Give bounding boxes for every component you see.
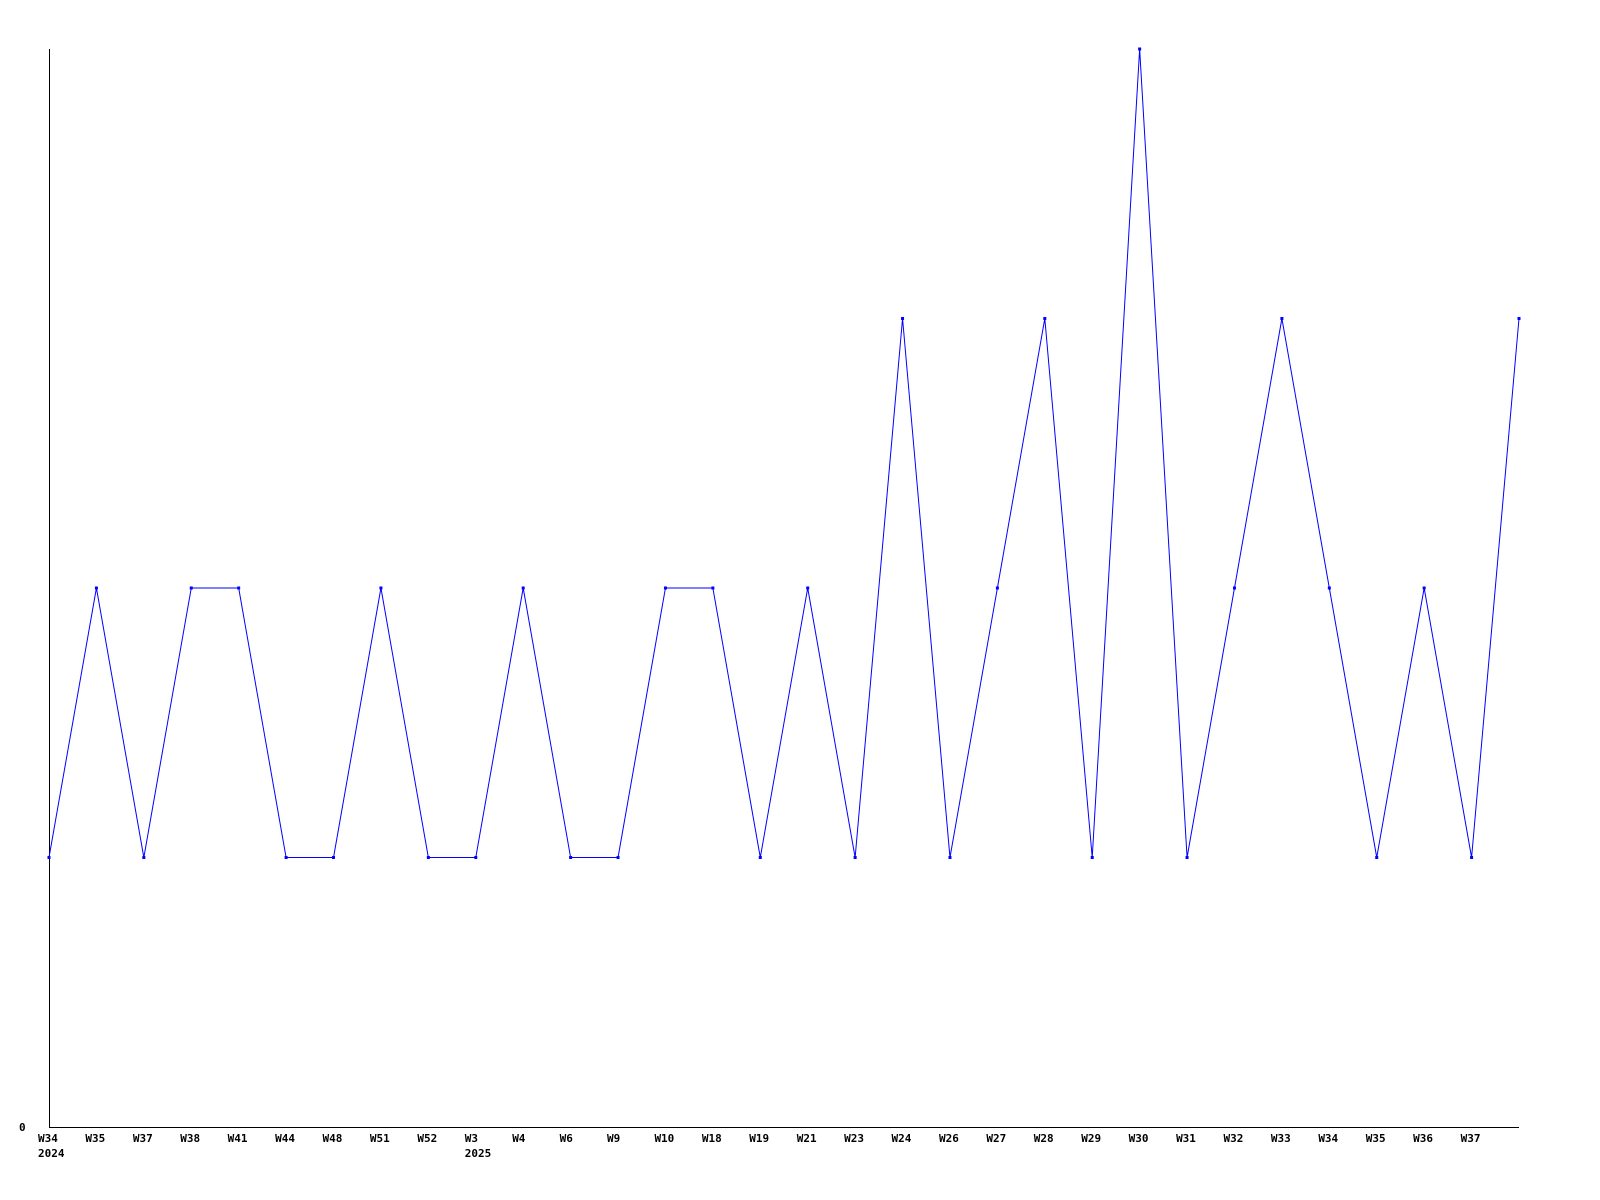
x-tick-label: W4 [512,1132,526,1145]
x-tick-label: W33 [1271,1132,1291,1145]
data-point [189,586,193,590]
y-tick-label-0: 0 [19,1121,26,1134]
data-point [711,586,715,590]
data-point [1517,317,1521,320]
x-tick-label: W28 [1034,1132,1054,1145]
x-tick-label: W9 [607,1132,620,1145]
data-point [1232,586,1236,590]
data-point [1043,317,1047,320]
x-year-label: 2025 [465,1147,492,1160]
x-tick-label: W10 [654,1132,674,1145]
data-point [1138,47,1142,51]
data-point [237,586,241,590]
data-point [995,586,999,590]
x-tick-label: W31 [1176,1132,1196,1145]
data-point [1470,856,1474,859]
data-point [758,856,762,859]
x-tick-label: W48 [323,1132,343,1145]
data-point [1422,586,1426,590]
x-tick-label: W35 [85,1132,105,1145]
data-point [1090,856,1094,859]
x-tick-label: W29 [1081,1132,1101,1145]
data-point [1185,856,1189,859]
x-tick-label: W37 [1461,1132,1481,1145]
data-point [474,856,478,859]
x-tick-label: W30 [1129,1132,1149,1145]
data-point [284,856,288,859]
x-tick-label: W34 [1318,1132,1338,1145]
x-tick-label: W18 [702,1132,722,1145]
data-point [663,586,667,590]
x-tick-label: W19 [749,1132,769,1145]
series-line [48,48,1520,858]
x-tick-label: W21 [797,1132,817,1145]
data-point [1375,856,1379,859]
data-point [806,586,810,590]
data-point [1327,586,1331,590]
data-point [948,856,952,859]
x-tick-label: W44 [275,1132,295,1145]
data-point [853,856,857,859]
data-point [521,586,525,590]
x-tick-label: W3 [465,1132,478,1145]
x-tick-label: W32 [1223,1132,1243,1145]
data-point [426,856,430,859]
x-tick-label: W36 [1413,1132,1433,1145]
data-point [47,856,51,859]
data-point [142,856,146,859]
data-point [569,856,573,859]
x-tick-label: W35 [1366,1132,1386,1145]
x-tick-label: W6 [560,1132,574,1145]
data-point [901,317,905,320]
x-tick-label: W37 [133,1132,153,1145]
x-tick-label: W24 [892,1132,912,1145]
x-tick-label: W52 [417,1132,437,1145]
x-tick-label: W27 [986,1132,1006,1145]
x-tick-label: W41 [228,1132,248,1145]
x-tick-label: W51 [370,1132,390,1145]
data-point [616,856,620,859]
x-tick-label: W38 [180,1132,200,1145]
data-point [94,586,98,590]
data-point [379,586,383,590]
x-tick-label: W23 [844,1132,864,1145]
data-point [1280,317,1284,320]
x-tick-label: W26 [939,1132,959,1145]
data-point [332,856,336,859]
x-year-label: 2024 [38,1147,65,1160]
x-tick-label: W34 [38,1132,58,1145]
